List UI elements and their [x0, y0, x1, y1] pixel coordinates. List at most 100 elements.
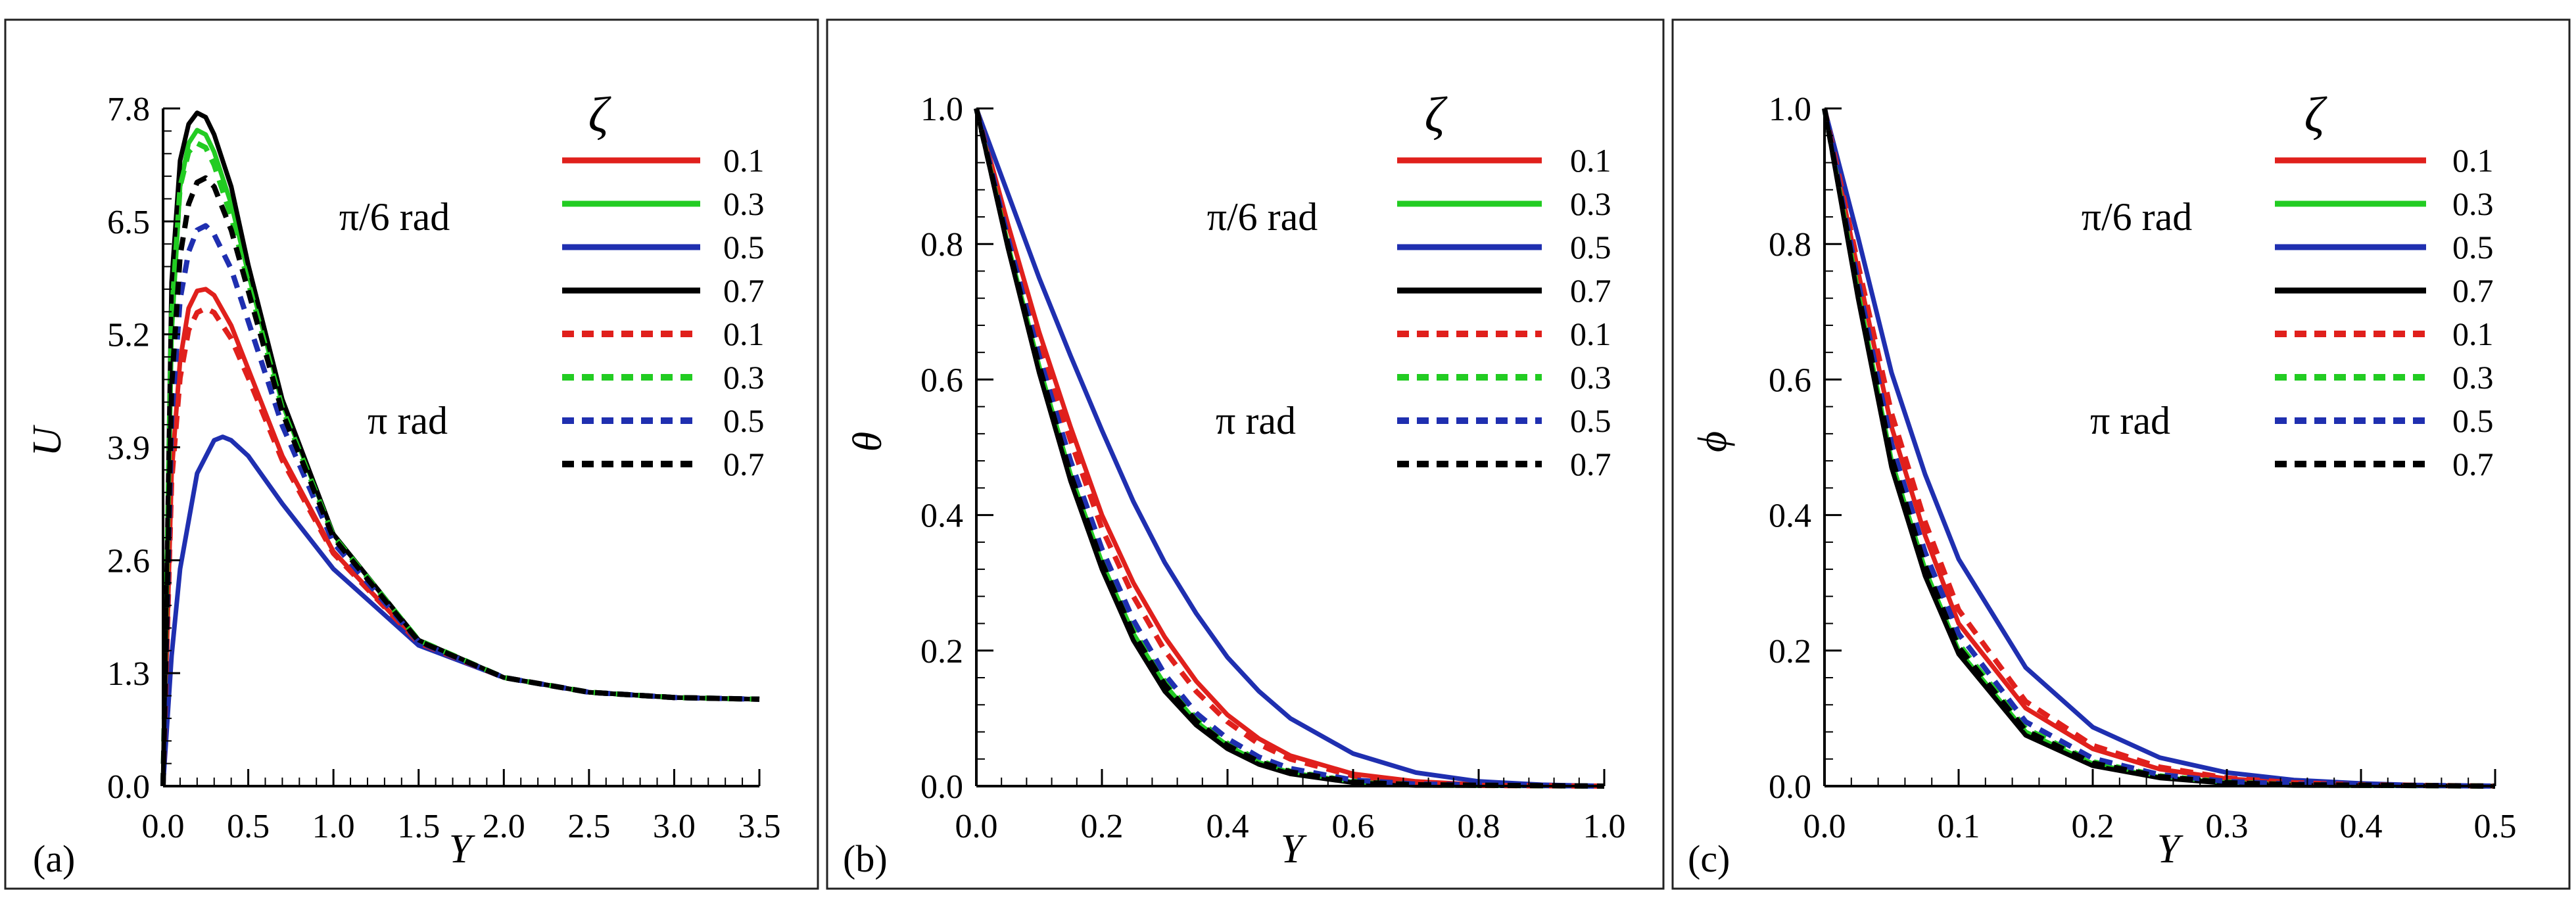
- legend: 0.1 0.3 0.5 0.7 0.1 0.3 0.5 0.7: [1397, 142, 1611, 482]
- annotation-dashed: π rad: [2090, 399, 2170, 442]
- series-layer: [1822, 108, 2496, 789]
- y-tick-label: 0.8: [1769, 226, 1811, 264]
- y-tick-label: 1.0: [920, 91, 963, 128]
- legend-label: 0.5: [1570, 229, 1611, 266]
- series-layer: [974, 107, 1605, 789]
- legend-label: 0.3: [723, 185, 765, 222]
- legend-label: 0.1: [723, 142, 765, 179]
- legend-label: 0.5: [2452, 402, 2494, 439]
- series-line-dashed-0_3: [160, 140, 760, 787]
- x-tick-label: 0.5: [2474, 808, 2517, 845]
- legend: 0.1 0.3 0.5 0.7 0.1 0.3 0.5 0.7: [562, 142, 765, 482]
- x-tick-label: 1.5: [397, 808, 440, 845]
- legend-label: 0.7: [1570, 446, 1611, 482]
- x-tick-label: 2.0: [483, 808, 525, 845]
- legend-label: 0.3: [1570, 359, 1611, 396]
- series-line-dashed-0_1: [1822, 108, 2496, 789]
- ticks: 0.0 0.2 0.4 0.6 0.8 1.0 0.0 0.2 0.4 0.6 0.8 1.0: [920, 91, 1626, 845]
- y-tick-label: 1.3: [107, 655, 150, 693]
- legend-label: 0.1: [1570, 315, 1611, 352]
- panel-label: (a): [33, 837, 75, 880]
- y-tick-label: 6.5: [107, 204, 150, 241]
- x-tick-label: 0.0: [1803, 808, 1846, 845]
- y-tick-label: 5.2: [107, 317, 150, 354]
- legend-label: 0.3: [2452, 185, 2494, 222]
- annotation-dashed: π rad: [368, 399, 448, 442]
- x-tick-label: 0.4: [2340, 808, 2383, 845]
- legend-label: 0.7: [723, 272, 765, 309]
- x-tick-label: 0.0: [955, 808, 998, 845]
- x-tick-label: 3.0: [653, 808, 696, 845]
- ticks: 0.0 0.5 1.0 1.5 2.0 2.5 3.0 3.5 0.0 1.3 2.6 3.9 5.2 6…: [107, 91, 781, 845]
- panel-frame: [4, 18, 819, 890]
- y-tick-label: 3.9: [107, 430, 150, 467]
- legend-label: 0.3: [2452, 359, 2494, 396]
- panel-frame: [1671, 18, 2571, 890]
- x-tick-label: 0.5: [227, 808, 270, 845]
- series-line-solid-0_5: [974, 107, 1605, 789]
- y-tick-label: 0.2: [920, 633, 963, 670]
- legend-label: 0.7: [2452, 272, 2494, 309]
- legend-label: 0.1: [2452, 315, 2494, 352]
- x-tick-label: 1.0: [1583, 808, 1626, 845]
- y-axis-title: θ: [846, 432, 890, 452]
- legend-label: 0.3: [1570, 185, 1611, 222]
- legend-title: ζ: [588, 87, 612, 143]
- panel-label: (c): [1688, 837, 1730, 880]
- panel-b: 0.0 0.2 0.4 0.6 0.8 1.0 0.0 0.2 0.4 0.6 0.8 1.0 θ Y…: [826, 18, 1665, 890]
- y-tick-label: 1.0: [1769, 91, 1811, 128]
- x-axis-title: Y: [449, 827, 475, 872]
- y-tick-label: 0.6: [920, 362, 963, 399]
- y-tick-label: 7.8: [107, 91, 150, 128]
- x-axis-title: Y: [1281, 827, 1307, 872]
- axes: [1823, 108, 2495, 787]
- annotation-dashed: π rad: [1216, 399, 1296, 442]
- legend-label: 0.5: [723, 402, 765, 439]
- x-tick-label: 2.5: [567, 808, 610, 845]
- legend-label: 0.1: [2452, 142, 2494, 179]
- series-layer: [160, 110, 760, 787]
- x-axis-title: Y: [2157, 827, 2183, 872]
- panel-c: 0.0 0.1 0.2 0.3 0.4 0.5 0.0 0.2 0.4 0.6 0.8 1.0 ϕ Y…: [1671, 18, 2571, 890]
- panel-a: 0.0 0.5 1.0 1.5 2.0 2.5 3.0 3.5 0.0 1.3 2.6 3.9 5.2 6…: [4, 18, 819, 890]
- y-tick-label: 0.6: [1769, 362, 1811, 399]
- legend-label: 0.3: [723, 359, 765, 396]
- x-tick-label: 0.0: [142, 808, 185, 845]
- axes: [975, 108, 1604, 787]
- legend-label: 0.5: [2452, 229, 2494, 266]
- y-tick-label: 2.6: [107, 542, 150, 580]
- ticks: 0.0 0.1 0.2 0.3 0.4 0.5 0.0 0.2 0.4 0.6 0.8 1.0: [1769, 91, 2517, 845]
- x-tick-label: 0.2: [2072, 808, 2114, 845]
- y-tick-label: 0.2: [1769, 633, 1811, 670]
- series-line-dashed-0_5: [1822, 108, 2496, 789]
- annotation-solid: π/6 rad: [339, 195, 450, 239]
- legend-title: ζ: [2304, 87, 2328, 143]
- legend-label: 0.7: [2452, 446, 2494, 482]
- series-line-dashed-0_1: [160, 306, 760, 787]
- legend-label: 0.1: [1570, 142, 1611, 179]
- legend-title: ζ: [1425, 87, 1448, 143]
- series-line-dashed-0_7: [1822, 108, 2496, 789]
- series-line-solid-0_7: [160, 110, 760, 787]
- annotation-solid: π/6 rad: [2082, 195, 2193, 239]
- panel-label: (b): [843, 837, 888, 880]
- x-tick-label: 0.6: [1332, 808, 1375, 845]
- y-tick-label: 0.8: [920, 226, 963, 264]
- legend-label: 0.5: [723, 229, 765, 266]
- legend-label: 0.7: [1570, 272, 1611, 309]
- y-axis-title: U: [25, 424, 70, 456]
- y-tick-label: 0.0: [107, 768, 150, 806]
- y-tick-label: 0.4: [1769, 498, 1811, 535]
- series-line-dashed-0_5: [974, 108, 1605, 789]
- x-tick-label: 0.3: [2206, 808, 2249, 845]
- legend: 0.1 0.3 0.5 0.7 0.1 0.3 0.5 0.7: [2275, 142, 2494, 482]
- series-line-dashed-0_1: [974, 108, 1605, 789]
- annotation-solid: π/6 rad: [1207, 195, 1318, 239]
- legend-label: 0.5: [1570, 402, 1611, 439]
- legend-label: 0.7: [723, 446, 765, 482]
- x-tick-label: 3.5: [738, 808, 781, 845]
- y-tick-label: 0.0: [1769, 768, 1811, 806]
- y-axis-title: ϕ: [1690, 431, 1735, 452]
- y-tick-label: 0.0: [920, 768, 963, 806]
